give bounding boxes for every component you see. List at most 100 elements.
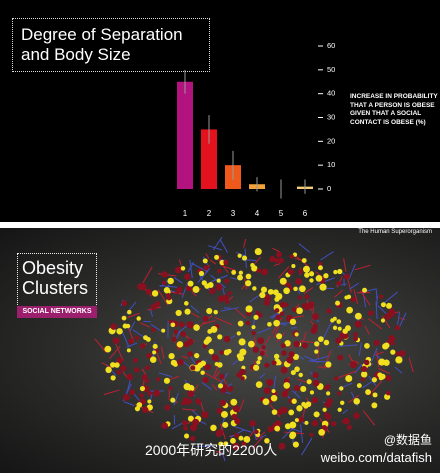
network-node xyxy=(298,372,303,378)
network-node xyxy=(254,429,259,435)
network-edge xyxy=(181,282,189,299)
network-node xyxy=(202,376,209,384)
network-edge xyxy=(301,437,313,456)
network-node xyxy=(364,343,370,349)
network-node xyxy=(146,352,152,359)
network-node xyxy=(340,400,345,405)
network-node xyxy=(303,265,311,273)
network-edge xyxy=(382,315,391,329)
network-node xyxy=(261,268,268,276)
network-node xyxy=(323,339,330,346)
network-node xyxy=(216,407,223,414)
network-node xyxy=(184,308,191,315)
network-node xyxy=(379,373,386,380)
network-node xyxy=(134,335,140,341)
network-edge xyxy=(233,425,252,433)
network-node xyxy=(298,416,305,423)
network-node xyxy=(127,309,132,315)
network-edge xyxy=(320,251,334,261)
network-node xyxy=(380,302,386,308)
network-edge xyxy=(378,367,390,374)
network-node xyxy=(218,441,224,447)
network-node xyxy=(337,407,342,412)
network-node xyxy=(311,313,319,320)
network-edge xyxy=(241,284,246,290)
network-node xyxy=(294,332,299,337)
network-node xyxy=(189,435,196,442)
network-node xyxy=(350,296,356,303)
network-edge xyxy=(129,321,136,332)
network-node xyxy=(291,307,297,313)
network-node xyxy=(166,295,172,301)
network-edge xyxy=(173,392,179,406)
network-node xyxy=(274,308,280,313)
network-node xyxy=(386,302,393,309)
network-node xyxy=(385,390,391,396)
network-node xyxy=(301,303,308,309)
network-edge xyxy=(347,279,352,293)
network-node xyxy=(187,390,195,398)
network-node xyxy=(129,389,136,396)
network-edge xyxy=(230,277,238,280)
network-node xyxy=(126,373,134,381)
network-node xyxy=(187,415,194,422)
network-node xyxy=(237,274,244,281)
network-edge xyxy=(149,309,153,317)
network-node xyxy=(204,363,211,371)
network-node xyxy=(342,419,347,424)
network-node xyxy=(163,287,171,294)
network-node xyxy=(353,336,359,342)
network-edge xyxy=(303,287,314,295)
network-edge xyxy=(123,401,135,407)
network-node xyxy=(237,354,245,362)
network-node xyxy=(143,335,149,341)
network-node xyxy=(128,338,134,344)
network-node xyxy=(284,340,291,347)
network-node xyxy=(168,353,175,360)
network-node xyxy=(257,337,265,345)
network-edge xyxy=(308,355,329,362)
network-edge xyxy=(298,243,311,253)
network-edge xyxy=(259,373,266,379)
network-node xyxy=(217,362,223,368)
network-node xyxy=(221,410,228,418)
network-edge xyxy=(342,409,348,415)
network-edge xyxy=(354,363,363,374)
network-node xyxy=(279,311,285,316)
network-node xyxy=(314,349,319,354)
network-node xyxy=(362,287,368,293)
network-node xyxy=(142,406,149,414)
network-edge xyxy=(126,342,138,348)
network-node xyxy=(295,278,302,285)
network-node xyxy=(202,315,209,322)
network-node xyxy=(215,283,223,291)
network-node xyxy=(181,400,186,406)
network-node xyxy=(270,425,275,431)
network-edge xyxy=(94,338,107,353)
network-node xyxy=(275,314,281,320)
network-node xyxy=(238,435,244,441)
network-node xyxy=(257,356,262,361)
network-edge xyxy=(375,301,378,320)
network-node xyxy=(288,409,295,416)
network-node xyxy=(360,377,365,382)
network-node xyxy=(211,354,219,361)
network-edge xyxy=(221,451,226,461)
network-node xyxy=(251,325,256,330)
network-node xyxy=(289,254,295,259)
network-node xyxy=(334,376,339,381)
network-node xyxy=(343,273,350,280)
network-node xyxy=(336,280,342,286)
network-edge xyxy=(213,370,221,379)
network-edge xyxy=(161,346,165,359)
network-node xyxy=(126,348,131,353)
bar xyxy=(177,81,193,189)
network-node xyxy=(176,358,184,366)
network-edge xyxy=(272,247,281,253)
network-node xyxy=(372,392,378,398)
network-node xyxy=(275,292,283,300)
network-edge xyxy=(278,266,290,279)
network-node xyxy=(345,374,353,383)
network-node xyxy=(263,299,271,306)
network-node xyxy=(309,390,315,395)
